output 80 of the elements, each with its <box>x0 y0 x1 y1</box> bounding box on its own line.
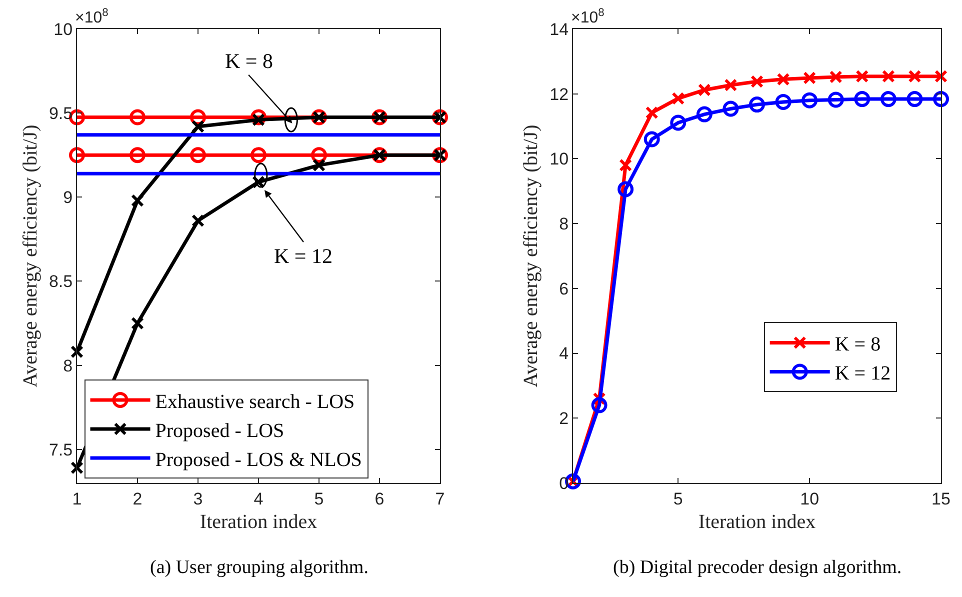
point <box>776 72 790 86</box>
y-axis-title: Average energy efficiency (bit/J) <box>520 124 542 388</box>
point <box>131 316 144 330</box>
point <box>192 214 204 228</box>
y-tick-label: 6 <box>559 279 569 298</box>
x-tick-label: 7 <box>435 489 445 508</box>
point <box>802 92 818 108</box>
legend-label: Exhaustive search - LOS <box>155 390 355 413</box>
text: (b) Digital precoder design algorithm. <box>613 557 902 578</box>
point <box>130 147 146 164</box>
y-tick-label: 12 <box>550 84 569 104</box>
point <box>619 158 632 172</box>
point <box>906 91 923 108</box>
text: ×10$^{8}$ <box>571 7 604 27</box>
y-tick-label: 8.5 <box>48 272 73 292</box>
point <box>644 131 660 148</box>
y-axis-title: Average energy efficiency (bit/J) <box>19 124 42 388</box>
point <box>880 91 896 108</box>
y-tick-label: 7.5 <box>48 440 73 460</box>
x-tick-label: 2 <box>132 489 142 508</box>
point <box>190 147 206 164</box>
point <box>749 96 765 113</box>
point <box>829 70 842 84</box>
point <box>252 176 265 189</box>
point <box>618 181 634 198</box>
point <box>722 100 739 117</box>
point <box>69 147 85 164</box>
y-tick-label: 10 <box>54 20 73 39</box>
text: (a) User grouping algorithm. <box>150 557 368 578</box>
point <box>70 345 84 358</box>
point <box>775 94 792 110</box>
point <box>250 147 266 164</box>
y-tick-label: 0 <box>559 474 569 493</box>
point <box>933 91 949 108</box>
point <box>934 70 948 83</box>
point <box>908 70 922 83</box>
point <box>670 114 686 131</box>
point <box>828 92 844 108</box>
y-tick-label: 10 <box>550 150 569 169</box>
point <box>882 70 895 83</box>
point <box>192 120 204 134</box>
x-tick-label: 4 <box>254 489 264 508</box>
x-axis-title: Iteration index <box>698 510 816 533</box>
x-tick-label: 3 <box>193 489 203 508</box>
legend-label: K = 12 <box>834 362 891 384</box>
point <box>672 92 685 105</box>
x-tick-label: 5 <box>673 489 683 508</box>
point <box>252 113 265 126</box>
point <box>70 461 84 474</box>
text: ×10$^{8}$ <box>75 7 108 27</box>
x-tick-label: 15 <box>932 489 950 508</box>
x-tick-label: 10 <box>800 489 820 508</box>
point <box>312 158 326 172</box>
legend-label: Proposed - LOS & NLOS <box>155 448 362 471</box>
point <box>698 83 711 96</box>
y-tick-label: 8 <box>559 214 569 234</box>
legend-label: Proposed - LOS <box>155 420 284 442</box>
point <box>591 397 608 414</box>
point <box>696 106 712 122</box>
point <box>803 71 816 84</box>
point <box>854 91 870 108</box>
point <box>130 109 146 126</box>
point <box>645 106 658 120</box>
y-tick-label: 2 <box>559 409 569 428</box>
annotation: K = 8 <box>225 49 274 73</box>
y-tick-label: 8 <box>63 356 73 376</box>
legend-label: K = 8 <box>834 334 881 356</box>
point <box>750 75 764 88</box>
y-tick-label: 4 <box>559 344 569 364</box>
x-tick-label: 1 <box>72 489 82 508</box>
x-axis-title: Iteration index <box>200 510 318 533</box>
y-tick-label: 14 <box>550 20 569 39</box>
x-tick-label: 6 <box>374 489 384 508</box>
y-tick-label: 9.5 <box>48 104 73 124</box>
y-tick-label: 9 <box>63 188 73 208</box>
x-tick-label: 5 <box>314 489 324 508</box>
point <box>724 78 738 92</box>
point <box>131 194 144 208</box>
annotation: K = 12 <box>274 244 333 268</box>
point <box>856 70 869 83</box>
